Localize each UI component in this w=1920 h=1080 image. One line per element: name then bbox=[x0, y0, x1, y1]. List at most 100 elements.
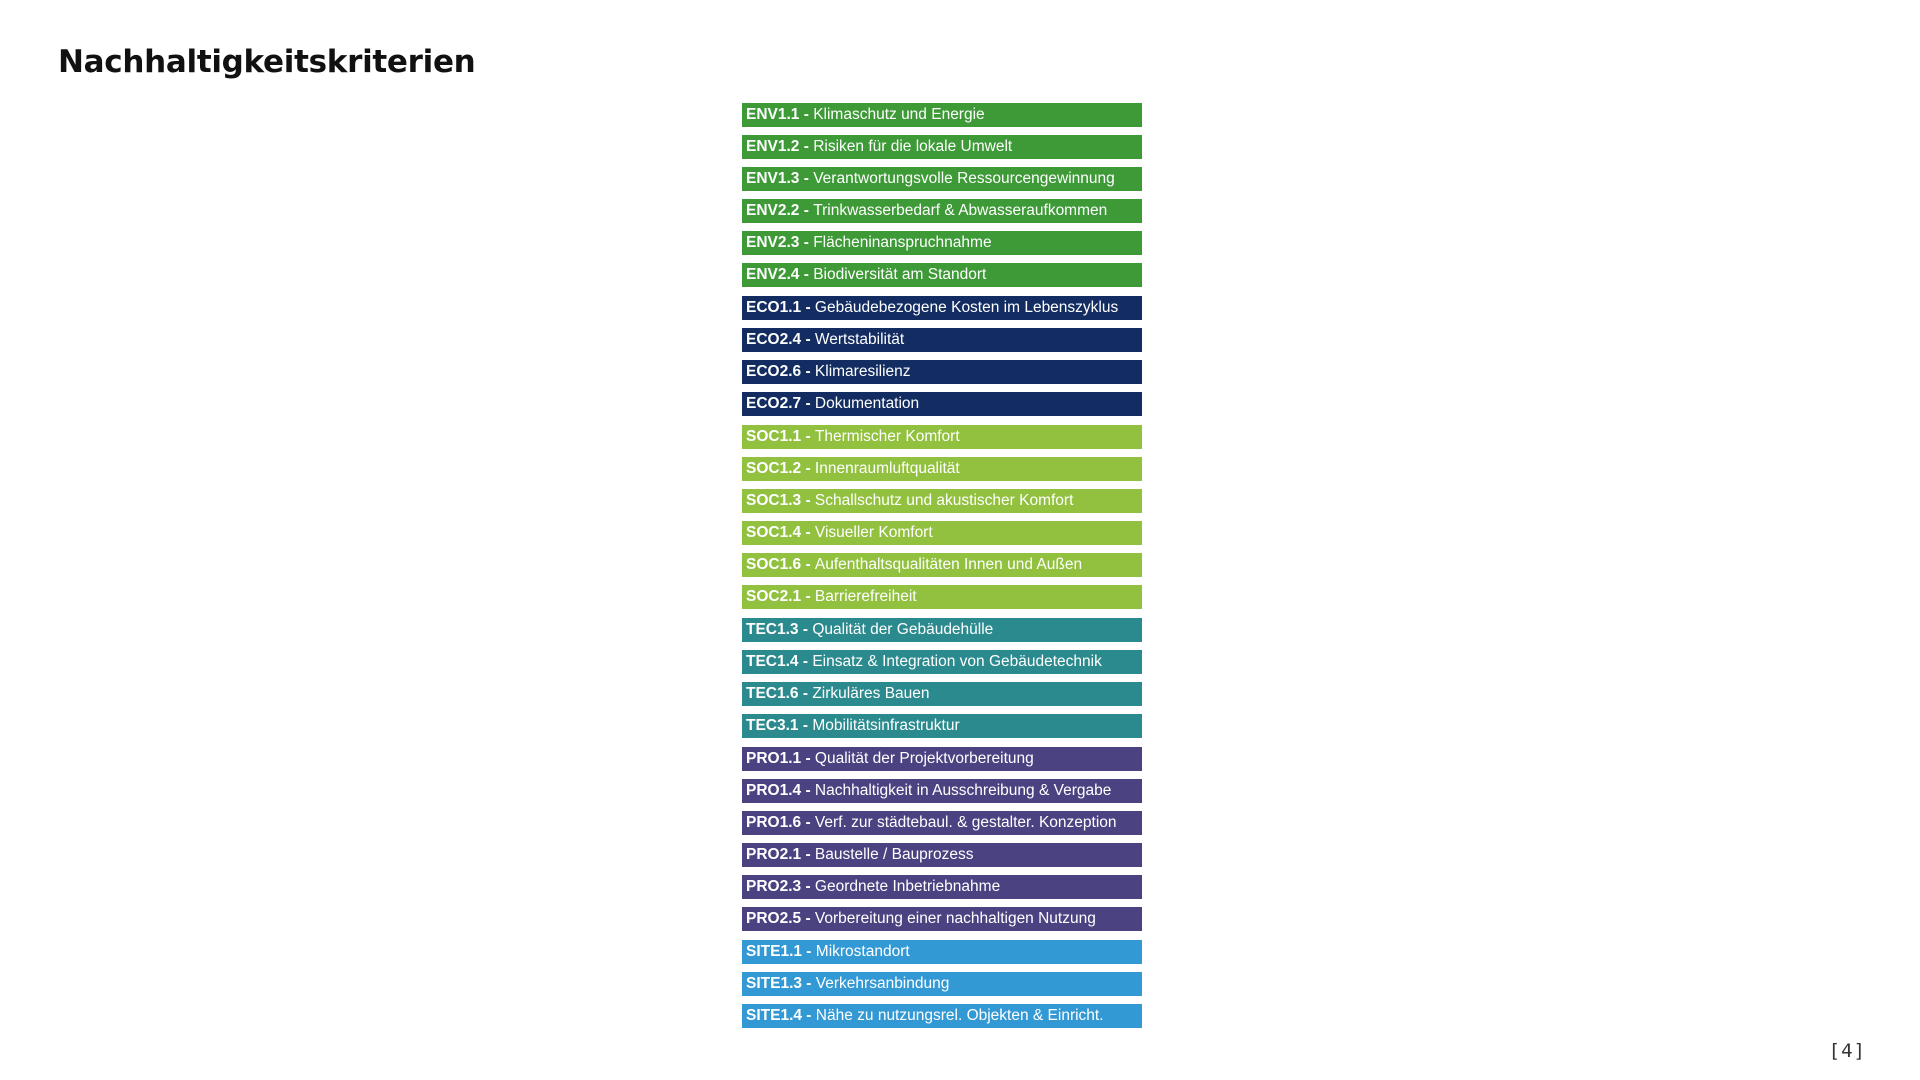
criterion-code: ENV1.2 bbox=[746, 138, 800, 155]
criteria-group-tec: TEC1.3 - Qualität der Gebäudehülle TEC1.4… bbox=[742, 618, 1142, 738]
criterion-bar: PRO1.1 - Qualität der Projektvorbereitun… bbox=[742, 747, 1142, 771]
criterion-label: Klimaschutz und Energie bbox=[813, 106, 985, 123]
criterion-code: PRO2.5 bbox=[746, 910, 802, 927]
criterion-code: SITE1.1 bbox=[746, 943, 802, 960]
criterion-bar: SITE1.4 - Nähe zu nutzungsrel. Objekten … bbox=[742, 1004, 1142, 1028]
criterion-bar: TEC1.6 - Zirkuläres Bauen bbox=[742, 682, 1142, 706]
criteria-group-env: ENV1.1 - Klimaschutz und Energie ENV1.2 -… bbox=[742, 103, 1142, 287]
criterion-code: SOC1.3 bbox=[746, 492, 802, 509]
criterion-separator: - bbox=[798, 653, 813, 670]
criterion-separator: - bbox=[801, 814, 815, 831]
criterion-bar: ENV1.1 - Klimaschutz und Energie bbox=[742, 103, 1142, 127]
criterion-label: Schallschutz und akustischer Komfort bbox=[814, 492, 1074, 509]
criterion-separator: - bbox=[801, 428, 815, 445]
criterion-code: TEC1.3 bbox=[746, 621, 799, 638]
criterion-separator: - bbox=[799, 138, 814, 155]
criterion-bar: SOC2.1 - Barrierefreiheit bbox=[742, 585, 1142, 609]
criterion-label: Verf. zur städtebaul. & gestalter. Konze… bbox=[814, 814, 1117, 831]
criterion-label: Qualität der Projektvorbereitung bbox=[814, 750, 1034, 767]
criterion-label: Barrierefreiheit bbox=[814, 588, 917, 605]
criterion-label: Thermischer Komfort bbox=[814, 428, 960, 445]
criterion-code: PRO1.1 bbox=[746, 750, 802, 767]
criterion-code: ENV1.1 bbox=[746, 106, 800, 123]
criterion-code: SOC2.1 bbox=[746, 588, 802, 605]
criterion-label: Biodiversität am Standort bbox=[813, 266, 987, 283]
criterion-code: SOC1.4 bbox=[746, 524, 802, 541]
criterion-separator: - bbox=[801, 750, 815, 767]
criteria-group-site: SITE1.1 - Mikrostandort SITE1.3 - Verkehr… bbox=[742, 940, 1142, 1028]
criterion-bar: PRO1.6 - Verf. zur städtebaul. & gestalt… bbox=[742, 811, 1142, 835]
criterion-separator: - bbox=[802, 1007, 816, 1024]
criterion-separator: - bbox=[801, 878, 815, 895]
criterion-code: SOC1.6 bbox=[746, 556, 802, 573]
criterion-separator: - bbox=[801, 395, 815, 412]
criterion-bar: ENV2.2 - Trinkwasserbedarf & Abwasserauf… bbox=[742, 199, 1142, 223]
criterion-separator: - bbox=[799, 266, 814, 283]
criterion-bar: PRO2.3 - Geordnete Inbetriebnahme bbox=[742, 875, 1142, 899]
page-title: Nachhaltigkeitskriterien bbox=[58, 44, 476, 80]
criterion-code: SOC1.2 bbox=[746, 460, 802, 477]
criterion-label: Dokumentation bbox=[814, 395, 920, 412]
criterion-bar: ECO2.7 - Dokumentation bbox=[742, 392, 1142, 416]
criterion-separator: - bbox=[801, 846, 815, 863]
criterion-label: Mikrostandort bbox=[815, 943, 910, 960]
criterion-bar: SITE1.3 - Verkehrsanbindung bbox=[742, 972, 1142, 996]
criterion-code: ECO2.7 bbox=[746, 395, 802, 412]
criterion-bar: SOC1.1 - Thermischer Komfort bbox=[742, 425, 1142, 449]
criterion-label: Aufenthaltsqualitäten Innen und Außen bbox=[814, 556, 1083, 573]
criterion-bar: SOC1.4 - Visueller Komfort bbox=[742, 521, 1142, 545]
criterion-separator: - bbox=[799, 234, 814, 251]
criterion-code: TEC3.1 bbox=[746, 717, 799, 734]
criterion-code: ENV1.3 bbox=[746, 170, 800, 187]
criteria-group-soc: SOC1.1 - Thermischer Komfort SOC1.2 - Inn… bbox=[742, 425, 1142, 609]
criterion-bar: SITE1.1 - Mikrostandort bbox=[742, 940, 1142, 964]
criterion-label: Innenraumluftqualität bbox=[814, 460, 960, 477]
criterion-label: Geordnete Inbetriebnahme bbox=[814, 878, 1001, 895]
criterion-separator: - bbox=[801, 460, 815, 477]
criterion-label: Nähe zu nutzungsrel. Objekten & Einricht… bbox=[815, 1007, 1104, 1024]
criterion-separator: - bbox=[799, 170, 814, 187]
criterion-bar: ENV2.4 - Biodiversität am Standort bbox=[742, 263, 1142, 287]
criterion-bar: ENV1.3 - Verantwortungsvolle Ressourceng… bbox=[742, 167, 1142, 191]
criterion-separator: - bbox=[801, 524, 815, 541]
criterion-separator: - bbox=[801, 299, 815, 316]
criterion-code: SITE1.4 bbox=[746, 1007, 802, 1024]
criterion-code: PRO2.1 bbox=[746, 846, 802, 863]
criterion-bar: SOC1.2 - Innenraumluftqualität bbox=[742, 457, 1142, 481]
criterion-bar: TEC3.1 - Mobilitätsinfrastruktur bbox=[742, 714, 1142, 738]
criterion-label: Trinkwasserbedarf & Abwasseraufkommen bbox=[813, 202, 1108, 219]
criterion-label: Gebäudebezogene Kosten im Lebenszyklus bbox=[814, 299, 1119, 316]
criterion-separator: - bbox=[801, 556, 815, 573]
criterion-code: TEC1.4 bbox=[746, 653, 799, 670]
criterion-label: Flächeninanspruchnahme bbox=[813, 234, 992, 251]
criterion-code: ENV2.2 bbox=[746, 202, 800, 219]
criterion-separator: - bbox=[801, 782, 815, 799]
criterion-bar: ENV2.3 - Flächeninanspruchnahme bbox=[742, 231, 1142, 255]
criterion-code: TEC1.6 bbox=[746, 685, 799, 702]
criterion-label: Risiken für die lokale Umwelt bbox=[813, 138, 1013, 155]
criterion-label: Verantwortungsvolle Ressourcengewinnung bbox=[813, 170, 1115, 187]
criterion-bar: SOC1.6 - Aufenthaltsqualitäten Innen und… bbox=[742, 553, 1142, 577]
criterion-code: SOC1.1 bbox=[746, 428, 802, 445]
criteria-list: ENV1.1 - Klimaschutz und Energie ENV1.2 -… bbox=[742, 103, 1142, 1028]
criterion-separator: - bbox=[801, 588, 815, 605]
criterion-label: Visueller Komfort bbox=[814, 524, 933, 541]
criterion-label: Nachhaltigkeit in Ausschreibung & Vergab… bbox=[814, 782, 1112, 799]
criterion-bar: SOC1.3 - Schallschutz und akustischer Ko… bbox=[742, 489, 1142, 513]
criterion-bar: ECO2.4 - Wertstabilität bbox=[742, 328, 1142, 352]
criterion-label: Baustelle / Bauprozess bbox=[814, 846, 974, 863]
criterion-separator: - bbox=[799, 202, 814, 219]
criterion-separator: - bbox=[798, 717, 813, 734]
criterion-label: Klimaresilienz bbox=[814, 363, 911, 380]
criterion-separator: - bbox=[799, 106, 814, 123]
criterion-bar: PRO2.1 - Baustelle / Bauprozess bbox=[742, 843, 1142, 867]
criterion-separator: - bbox=[802, 943, 816, 960]
criterion-label: Einsatz & Integration von Gebäudetechnik bbox=[812, 653, 1102, 670]
criterion-code: ENV2.4 bbox=[746, 266, 800, 283]
criterion-bar: ECO2.6 - Klimaresilienz bbox=[742, 360, 1142, 384]
criterion-separator: - bbox=[798, 685, 813, 702]
criterion-code: PRO2.3 bbox=[746, 878, 802, 895]
criterion-code: ENV2.3 bbox=[746, 234, 800, 251]
criterion-label: Wertstabilität bbox=[814, 331, 905, 348]
criterion-bar: PRO2.5 - Vorbereitung einer nachhaltigen… bbox=[742, 907, 1142, 931]
